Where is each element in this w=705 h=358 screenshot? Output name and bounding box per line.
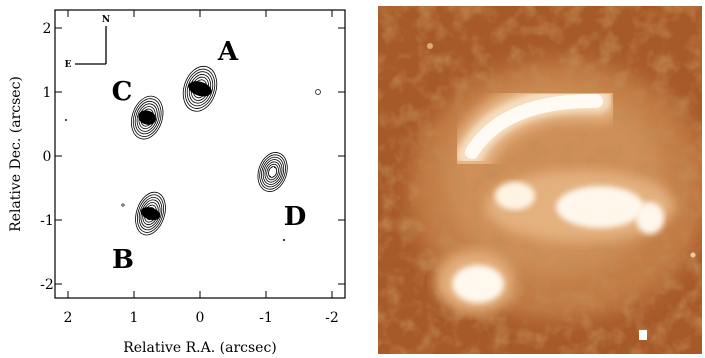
- contour-level: [261, 156, 285, 188]
- contour-level: [264, 161, 281, 183]
- contour-level: [182, 65, 218, 112]
- image-label-a: A: [217, 37, 239, 67]
- contour-level: [136, 194, 165, 233]
- contour-level: [262, 159, 283, 185]
- y-tick-label: -2: [40, 277, 54, 293]
- x-axis-label: Relative R.A. (arcsec): [123, 340, 277, 356]
- x-tick-label: 1: [130, 310, 139, 326]
- x-tick-label: 2: [64, 310, 73, 326]
- contour-image-c: [130, 95, 164, 140]
- contour-level: [266, 163, 279, 181]
- x-tick-label: -2: [325, 310, 339, 326]
- y-tick-label: 2: [43, 21, 52, 37]
- contour-image-a: [182, 65, 218, 112]
- y-axis-label: Relative Dec. (arcsec): [8, 76, 24, 232]
- east-label: E: [65, 60, 72, 70]
- contour-core: [140, 207, 161, 221]
- lensed-arc: [448, 77, 622, 180]
- contour-panel: 2 1 0 -1 -2 2 1 0 -1 -2 Relative R.A. (arcsec) R…: [8, 9, 346, 356]
- y-axis-ticks: 2 1 0 -1 -2: [40, 21, 345, 293]
- x-tick-label: -1: [259, 310, 273, 326]
- x-tick-label: 0: [196, 310, 205, 326]
- contour-level: [186, 71, 214, 107]
- contour-level: [135, 191, 166, 236]
- image-label-d: D: [284, 202, 307, 232]
- x-axis-ticks: 2 1 0 -1 -2: [64, 10, 339, 326]
- contour-level: [259, 154, 286, 190]
- y-tick-label: -1: [40, 213, 54, 229]
- contour-level: [136, 103, 158, 132]
- central-source: [485, 170, 675, 242]
- y-tick-label: 0: [43, 149, 52, 165]
- contour-core: [188, 81, 212, 97]
- point-source: [639, 330, 647, 340]
- contour-level: [184, 68, 216, 109]
- contour-level: [257, 152, 288, 192]
- contour-level: [134, 100, 160, 135]
- noise-specks: [64, 89, 321, 242]
- north-label: N: [102, 15, 110, 25]
- contour-inner: [268, 166, 278, 178]
- contour-level: [130, 95, 164, 140]
- image-label-c: C: [112, 77, 133, 107]
- lower-left-source: [435, 250, 515, 314]
- optical-panel: [378, 6, 702, 354]
- contour-core: [138, 110, 157, 125]
- image-label-b: B: [112, 245, 134, 275]
- contour-level: [138, 196, 163, 231]
- y-tick-label: 1: [43, 85, 52, 101]
- contour-images: [130, 65, 288, 236]
- contour-image-d: [257, 152, 288, 192]
- compass: N E: [65, 15, 111, 70]
- plot-frame: [54, 9, 346, 299]
- contour-image-b: [135, 191, 166, 236]
- contour-level: [132, 98, 162, 137]
